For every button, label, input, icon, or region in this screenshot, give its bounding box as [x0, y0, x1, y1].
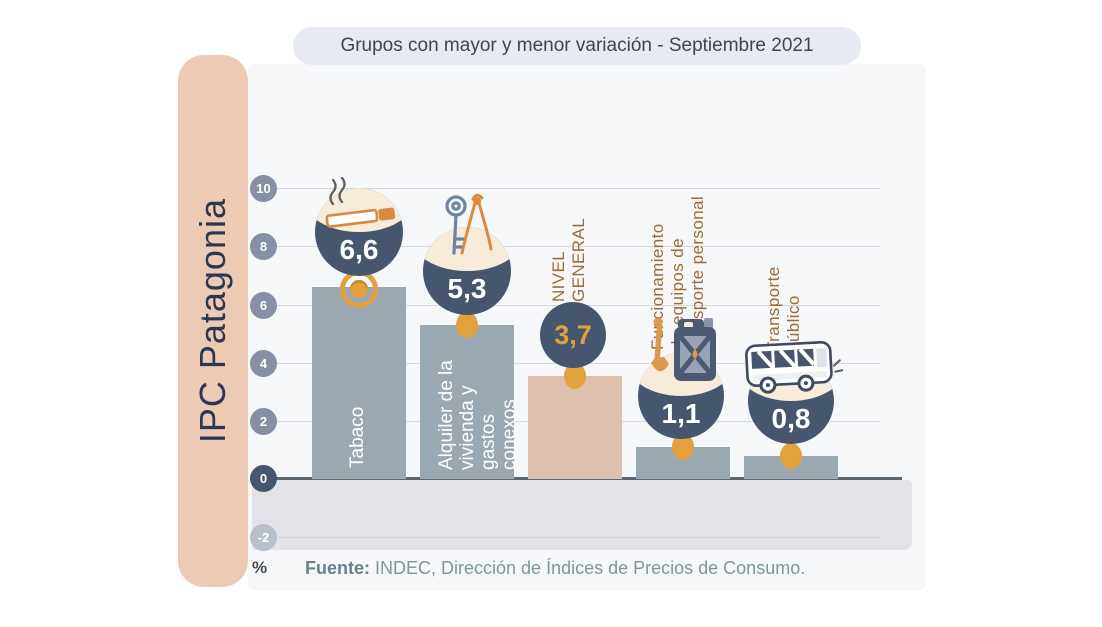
negative-area-band — [252, 480, 912, 550]
gridline-8 — [263, 246, 880, 247]
marker-alquiler — [456, 312, 478, 338]
label-nivel-general: NIVEL GENERAL — [549, 217, 588, 302]
value-nivel-general: 3,7 — [554, 319, 592, 350]
badge-transporte-publico: 0,8 — [745, 340, 843, 444]
wrench-jerrycan-icon — [651, 317, 716, 381]
ytick-0: 0 — [250, 465, 277, 492]
bar-tabaco — [312, 287, 406, 479]
gridline-10 — [263, 188, 880, 189]
cigarette-icon — [325, 176, 396, 228]
source-label: Fuente: — [305, 558, 370, 578]
chart-title: Grupos con mayor y menor variación - Sep… — [340, 35, 814, 56]
bar-label-alquiler: Alquiler de la vivienda y gastos conexos — [436, 360, 520, 470]
value-alquiler: 5,3 — [447, 273, 487, 305]
ytick-10: 10 — [250, 175, 277, 202]
sidebar-region-band: IPC Patagonia — [178, 55, 248, 587]
badge-nivel-general: 3,7 — [540, 302, 606, 368]
value-transporte-publico: 0,8 — [771, 403, 811, 435]
gridline-minus2 — [263, 537, 880, 538]
badge-alquiler: 5,3 — [423, 193, 511, 315]
bar-alquiler — [420, 325, 514, 479]
source-text: INDEC, Dirección de Índices de Precios d… — [375, 558, 806, 578]
region-title: IPC Patagonia — [192, 198, 233, 444]
bar-nivel-general — [528, 376, 622, 479]
ytick-2: 2 — [250, 408, 277, 435]
value-tabaco: 6,6 — [339, 234, 379, 266]
percent-unit-label: % — [252, 558, 268, 577]
value-funcionamiento: 1,1 — [661, 398, 701, 430]
badge-tabaco: 6,6 — [315, 176, 403, 276]
ytick-minus2: -2 — [250, 524, 277, 551]
badge-funcionamiento: 1,1 — [638, 317, 724, 439]
marker-transporte-publico — [780, 443, 802, 469]
marker-funcionamiento — [672, 434, 694, 460]
chart-title-pill: Grupos con mayor y menor variación - Sep… — [293, 27, 861, 65]
bus-icon — [745, 340, 843, 394]
source-note: Fuente: INDEC, Dirección de Índices de P… — [305, 558, 805, 579]
marker-nivel-general — [564, 363, 586, 389]
bar-label-tabaco: Tabaco — [347, 406, 368, 468]
ytick-8: 8 — [250, 233, 277, 260]
ytick-6: 6 — [250, 292, 277, 319]
ytick-4: 4 — [250, 350, 277, 377]
keys-pliers-icon — [445, 193, 493, 255]
